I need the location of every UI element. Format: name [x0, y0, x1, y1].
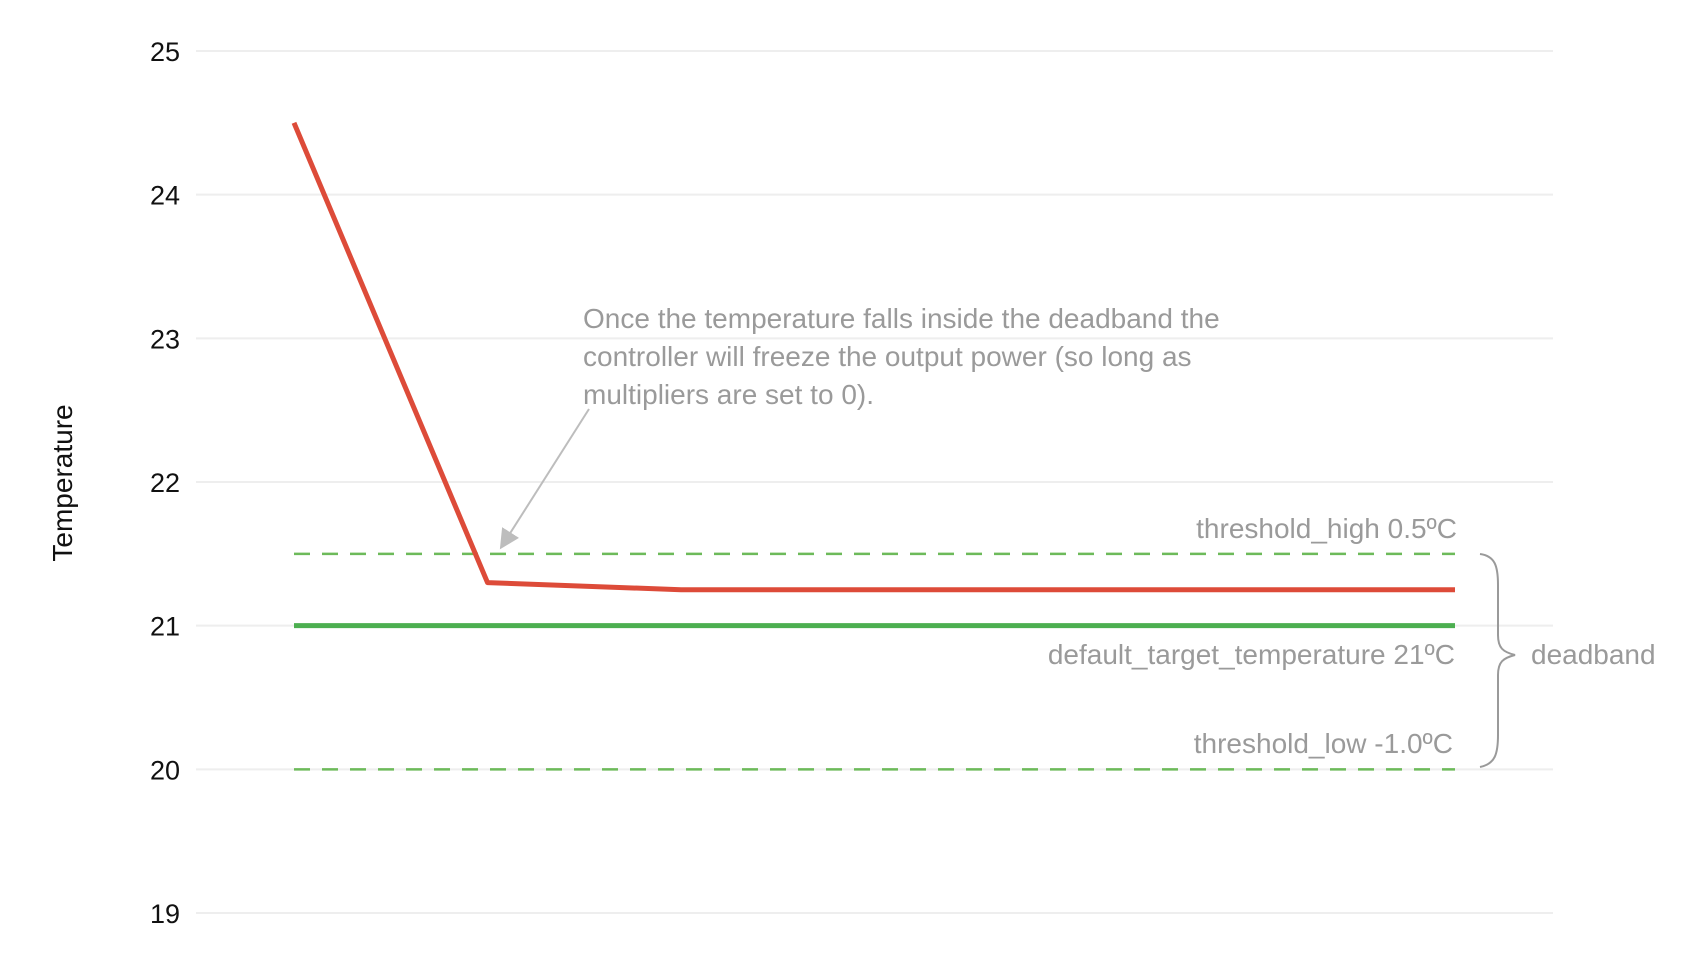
annotation-note-line-3: multipliers are set to 0).: [583, 379, 874, 410]
y-tick-label: 20: [150, 755, 180, 785]
y-tick-label: 24: [150, 181, 180, 211]
annotation-arrow: [499, 408, 590, 550]
annotation-note-line-1: Once the temperature falls inside the de…: [583, 303, 1220, 334]
deadband-brace: [1479, 553, 1516, 768]
gridlines: [196, 50, 1553, 914]
series-lines: [291, 121, 1455, 771]
series-line-temperature: [291, 121, 1455, 593]
annotation-note-line-2: controller will freeze the output power …: [583, 341, 1192, 372]
y-tick-label: 25: [150, 37, 180, 67]
y-tick-label: 22: [150, 468, 180, 498]
y-axis-label: Temperature: [47, 404, 78, 561]
y-tick-label: 23: [150, 324, 180, 354]
y-tick-label: 19: [150, 899, 180, 929]
deadband-label: deadband: [1531, 639, 1656, 670]
threshold-high-label: threshold_high 0.5ºC: [1196, 513, 1457, 544]
threshold-low-label: threshold_low -1.0ºC: [1194, 728, 1453, 759]
y-tick-labels: 25 24 23 22 21 20 19: [150, 37, 180, 929]
y-tick-label: 21: [150, 612, 180, 642]
target-label: default_target_temperature 21ºC: [1048, 639, 1455, 670]
